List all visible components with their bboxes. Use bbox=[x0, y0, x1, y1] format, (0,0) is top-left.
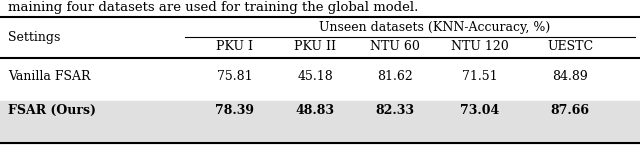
Text: 75.81: 75.81 bbox=[217, 70, 253, 83]
Text: Settings: Settings bbox=[8, 31, 60, 44]
Text: 82.33: 82.33 bbox=[376, 103, 415, 116]
Bar bbox=[0, 100, 640, 143]
Text: 78.39: 78.39 bbox=[216, 103, 255, 116]
Text: UESTC: UESTC bbox=[547, 40, 593, 53]
Text: Unseen datasets (KNN-Accuracy, %): Unseen datasets (KNN-Accuracy, %) bbox=[319, 20, 550, 33]
Text: 87.66: 87.66 bbox=[550, 103, 589, 116]
Text: maining four datasets are used for training the global model.: maining four datasets are used for train… bbox=[8, 1, 419, 15]
Text: Vanilla FSAR: Vanilla FSAR bbox=[8, 70, 90, 83]
Text: 45.18: 45.18 bbox=[297, 70, 333, 83]
Text: NTU 60: NTU 60 bbox=[370, 40, 420, 53]
Text: NTU 120: NTU 120 bbox=[451, 40, 509, 53]
Text: PKU II: PKU II bbox=[294, 40, 336, 53]
Text: FSAR (Ours): FSAR (Ours) bbox=[8, 103, 96, 116]
Text: 81.62: 81.62 bbox=[377, 70, 413, 83]
Text: PKU I: PKU I bbox=[216, 40, 253, 53]
Text: 71.51: 71.51 bbox=[462, 70, 498, 83]
Text: 73.04: 73.04 bbox=[460, 103, 500, 116]
Text: 48.83: 48.83 bbox=[296, 103, 335, 116]
Text: 84.89: 84.89 bbox=[552, 70, 588, 83]
